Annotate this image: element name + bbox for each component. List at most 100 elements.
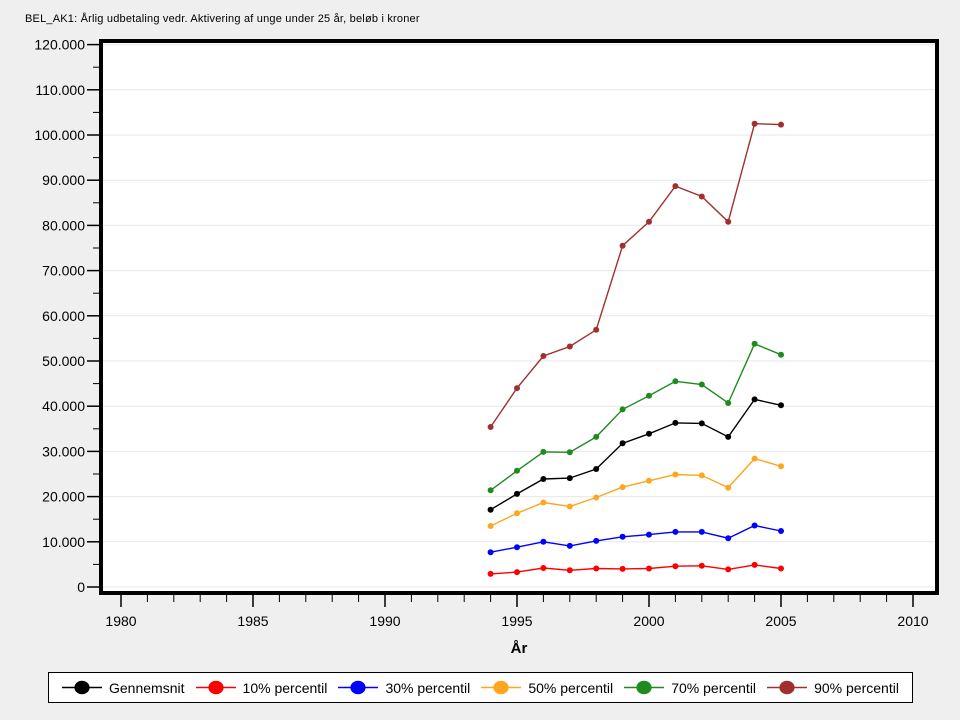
data-point	[593, 433, 600, 440]
data-point	[778, 351, 784, 358]
data-point	[646, 565, 652, 572]
x-axis-title: År	[510, 640, 528, 657]
y-tick-label: 90.000	[42, 172, 85, 188]
data-point	[751, 522, 758, 529]
y-tick-label: 60.000	[42, 308, 85, 324]
series-50-percentil	[487, 455, 784, 529]
data-point	[646, 477, 652, 484]
data-point	[593, 326, 600, 333]
data-point	[725, 400, 732, 406]
y-axis: 0 10.000 20.000 30.000 40.000 50.000 60.000 70.…	[34, 37, 99, 595]
series-10-percentil	[487, 561, 784, 577]
gridlines	[103, 44, 935, 588]
y-tick-label: 70.000	[42, 263, 85, 279]
data-point	[487, 570, 494, 577]
legend-item-label: 70% percentil	[671, 679, 757, 696]
series-line	[490, 122, 782, 428]
legend-marker-dot	[493, 680, 509, 695]
data-point	[540, 565, 547, 571]
legend-item-gennemsnit: Gennemsnit	[62, 679, 184, 696]
data-point	[725, 433, 732, 440]
plot-area	[99, 39, 939, 595]
x-tick-label: 1990	[369, 613, 400, 629]
data-point	[698, 472, 705, 479]
x-tick-label: 2005	[765, 613, 796, 629]
legend-item-50-percentil: 50% percentil	[481, 679, 613, 696]
data-point	[619, 484, 626, 491]
data-point	[566, 542, 573, 549]
data-point	[778, 463, 784, 470]
data-point	[487, 523, 494, 529]
data-point	[778, 565, 784, 572]
legend-marker-dot	[779, 680, 795, 695]
legend-item-label: 90% percentil	[814, 679, 899, 696]
data-point	[514, 385, 520, 392]
legend-item-70-percentil: 70% percentil	[624, 679, 756, 696]
legend-marker-dot	[207, 680, 224, 695]
data-point	[487, 549, 494, 556]
legend-marker-dot	[74, 680, 90, 695]
data-point	[751, 561, 758, 568]
data-point	[619, 533, 626, 540]
y-tick-label: 80.000	[42, 217, 85, 233]
data-point	[540, 499, 547, 506]
data-point	[619, 406, 626, 413]
data-point	[778, 402, 784, 409]
x-axis: 1980 1985 1990 1995 2000 2005 2010	[105, 595, 929, 629]
series-70-percentil	[487, 340, 784, 494]
data-point	[646, 218, 652, 225]
series-line	[490, 342, 782, 491]
x-tick-label: 2010	[897, 613, 928, 629]
data-point	[593, 537, 600, 544]
x-tick-label: 1985	[237, 613, 268, 629]
legend: Gennemsnit 10% percentil 30% percentil 50% …	[48, 672, 913, 703]
data-point	[778, 528, 784, 534]
data-point	[487, 487, 494, 494]
series-gennemsnit	[487, 396, 784, 513]
data-point	[646, 430, 652, 437]
data-point	[514, 467, 520, 474]
data-point	[619, 440, 626, 447]
data-point	[646, 531, 652, 538]
data-point	[672, 563, 679, 570]
y-tick-label: 40.000	[42, 398, 85, 414]
legend-marker-icon	[62, 680, 102, 695]
data-point	[593, 565, 600, 572]
data-point	[672, 528, 679, 535]
data-point	[725, 566, 732, 573]
y-tick-label: 110.000	[35, 82, 85, 98]
data-point	[751, 120, 758, 127]
data-point	[646, 392, 652, 399]
legend-marker-icon	[338, 680, 379, 695]
legend-marker-icon	[767, 680, 808, 695]
x-tick-label: 1980	[105, 613, 136, 629]
data-point	[540, 538, 547, 545]
y-tick-label: 10.000	[42, 534, 85, 550]
series-30-percentil	[487, 522, 784, 556]
data-point	[566, 475, 573, 482]
legend-marker-icon	[481, 680, 522, 695]
legend-item-label: 30% percentil	[385, 679, 471, 696]
legend-item-label: 50% percentil	[528, 679, 614, 696]
series-line	[490, 524, 782, 553]
data-point	[778, 121, 784, 128]
data-point	[566, 343, 573, 350]
data-point	[751, 455, 758, 462]
data-point	[698, 562, 705, 569]
data-point	[725, 535, 732, 542]
data-point	[514, 569, 520, 576]
y-tick-label: 100.000	[34, 127, 85, 143]
legend-marker-icon	[195, 680, 236, 695]
series-line	[490, 398, 782, 511]
data-point	[725, 484, 732, 491]
data-point	[619, 565, 626, 572]
legend-marker-dot	[350, 680, 367, 695]
data-point	[672, 378, 679, 385]
data-point	[751, 396, 758, 403]
series-90-percentil	[487, 120, 784, 430]
legend-item-30-percentil: 30% percentil	[338, 679, 470, 696]
legend-item-label: Gennemsnit	[109, 679, 185, 696]
data-point	[540, 448, 547, 455]
data-point	[751, 340, 758, 347]
